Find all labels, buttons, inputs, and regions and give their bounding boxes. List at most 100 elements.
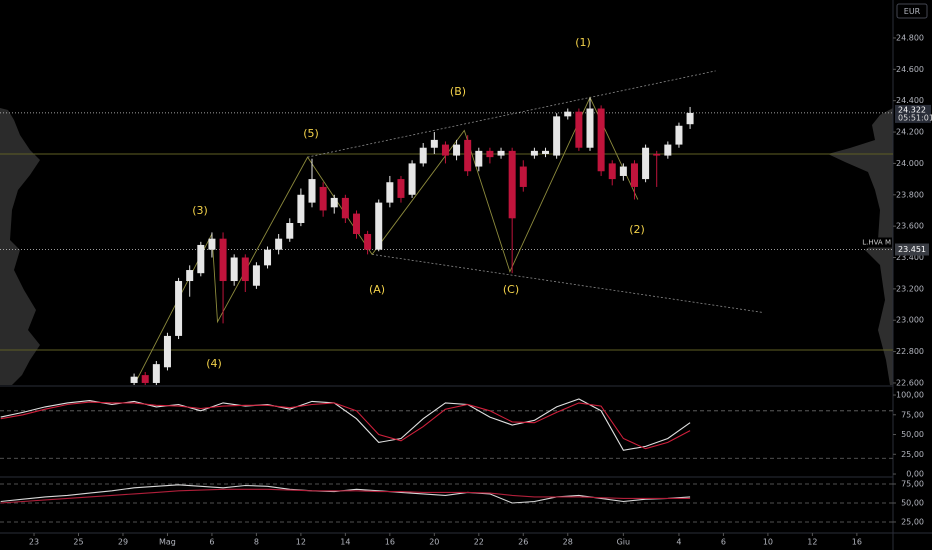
candle-body [275,238,283,250]
last-price-box [895,104,931,123]
candle-body [486,150,494,158]
candle-body [308,179,316,203]
candle-body [341,197,349,219]
y-tick-label: 25,00 [901,517,924,526]
trendline [371,253,763,313]
candle-body [653,154,661,156]
candle-body [175,281,183,336]
y-tick-label: 23.400 [896,253,924,262]
candle-body [586,108,594,148]
x-tick-label: 12 [296,538,306,547]
candle-body [464,139,472,172]
main-plot [0,70,893,385]
candle-body [542,150,550,154]
x-tick-label: 16 [385,538,395,547]
x-tick-label: 29 [118,538,128,547]
hva-box [895,243,929,256]
trendline [307,70,716,158]
candle-body [408,163,416,195]
candle-body [575,111,583,148]
y-tick-label: 24.600 [896,65,924,74]
y-tick-label: 25,00 [901,450,924,459]
y-tick-label: 23.800 [896,190,924,199]
candle-body [530,150,538,156]
candle-body [430,139,438,148]
candle-body [186,270,194,282]
y-tick-label: 24.800 [896,33,924,42]
wave-label: (2) [629,223,645,236]
indicator-line [0,488,691,504]
candle-body [230,257,238,282]
countdown: 05:51:01 [898,113,932,122]
y-tick-label: 50,00 [901,430,924,439]
candle-body [152,364,160,383]
y-tick-label: 23.200 [896,284,924,293]
wave-label: (4) [206,357,222,370]
candle-body [219,238,227,282]
x-tick-label: 12 [807,538,817,547]
currency[interactable]: EUR [904,7,921,16]
y-tick-label: 75,00 [901,480,924,489]
candle-body [141,375,149,383]
candle-body [519,166,527,187]
y-tick-label: 100,00 [896,391,924,400]
candle-body [297,194,305,224]
x-tick-label: 14 [340,538,350,547]
wave-zigzag [134,96,639,384]
x-tick-label: 6 [209,538,214,547]
indicator-line [0,401,691,450]
x-tick-label: Mag [159,538,176,547]
y-tick-label: 22.800 [896,347,924,356]
candle-body [564,111,572,117]
candle-body [664,144,672,156]
candle-body [252,265,260,286]
candle-body [508,150,516,219]
candle-body [163,335,171,368]
candle-body [630,163,638,187]
y-tick-label: 22.600 [896,378,924,387]
x-tick-label: 22 [474,538,484,547]
candle-body [642,147,650,180]
candle-body [608,163,616,180]
wave-label: (5) [303,127,319,140]
candle-body [286,223,294,239]
y-tick-label: 75,00 [901,410,924,419]
candle-body [319,186,327,211]
wave-label: (3) [192,204,208,217]
hva-tag-box [860,237,892,248]
x-tick-label: 6 [721,538,726,547]
candle-body [130,376,138,383]
x-tick-label: 20 [429,538,439,547]
candle-body [386,182,394,203]
candle-body [330,197,338,208]
y-tick-label: 24.200 [896,128,924,137]
candle-body [197,244,205,274]
y-tick-label: 23.000 [896,316,924,325]
y-tick-label: 24.400 [896,96,924,105]
hva-label: L.HVA M [862,239,891,247]
candle-body [375,202,383,250]
candle-body [453,144,461,156]
x-tick-label: 10 [763,538,773,547]
candle-body [475,150,483,167]
wave-label: (B) [450,85,466,98]
candle-body [264,249,272,266]
last-price-label: 24.322 [898,105,926,114]
x-tick-label: 25 [73,538,83,547]
wave-label: (1) [575,36,591,49]
candle-body [397,179,405,198]
y-tick-label: 50,00 [901,498,924,507]
candle-body [352,213,360,234]
y-tick-label: 23.600 [896,222,924,231]
currency-box[interactable] [896,3,928,19]
candle-body [619,166,627,176]
volume-profile-left [0,108,40,385]
x-tick-label: Giu [617,538,631,547]
y-tick-label: 24.000 [896,159,924,168]
volume-profile-right [828,108,893,385]
candle-body [441,144,449,156]
candle-body [686,112,694,125]
candle-body [419,147,427,164]
